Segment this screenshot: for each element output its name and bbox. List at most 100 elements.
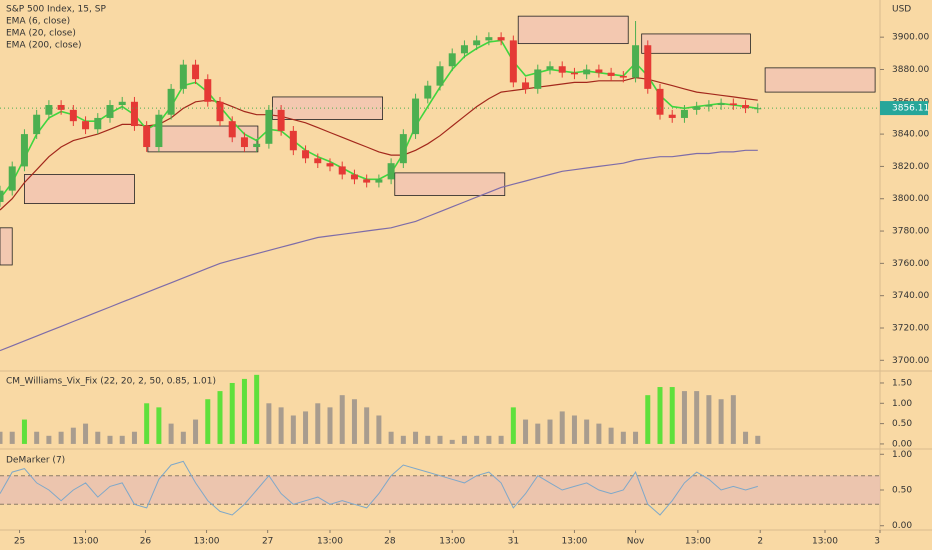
- y-tick-label: 1.50: [892, 378, 912, 388]
- vix-bar: [58, 431, 64, 444]
- ema-line: [0, 149, 758, 352]
- x-tick-label: 13:00: [561, 537, 587, 547]
- zone-box: [394, 172, 506, 196]
- candle-body: [412, 98, 420, 135]
- vix-bar: [156, 407, 162, 444]
- candle-body: [253, 143, 261, 148]
- last-price-tag: [880, 101, 928, 116]
- candle-body: [558, 66, 566, 73]
- vix-bar: [327, 407, 333, 444]
- candle-body: [644, 45, 652, 89]
- vix-bar: [83, 423, 89, 444]
- vix-bar: [523, 419, 529, 444]
- x-tick-label: 13:00: [317, 537, 343, 547]
- vix-bar: [119, 435, 125, 444]
- candle-body: [216, 101, 224, 122]
- vix-bar: [229, 382, 235, 444]
- candle-body: [375, 179, 383, 183]
- x-tick-label: 25: [14, 537, 25, 547]
- vix-bar: [217, 391, 223, 444]
- y-tick-label: 3840.00: [892, 130, 929, 140]
- y-tick-label: 3900.00: [892, 33, 929, 43]
- vix-bar: [131, 431, 137, 444]
- x-tick-label: 13:00: [812, 537, 838, 547]
- vix-bar: [376, 415, 382, 444]
- x-tick-label: 13:00: [73, 537, 99, 547]
- y-tick-label: 3740.00: [892, 291, 929, 301]
- vix-bar: [669, 387, 675, 444]
- y-tick-label: 3880.00: [892, 65, 929, 75]
- candle-body: [130, 101, 138, 127]
- candle-body: [0, 190, 4, 202]
- chart-title: S&P 500 Index, 15, SP: [6, 5, 106, 15]
- price-unit: USD: [892, 5, 911, 15]
- vix-bar: [46, 435, 52, 444]
- vix-bar: [437, 435, 443, 444]
- candle-body: [69, 109, 77, 122]
- candle-body: [45, 105, 53, 115]
- candle-body: [509, 40, 517, 83]
- indicator-title: CM_Williams_Vix_Fix (22, 20, 2, 50, 0.85…: [6, 377, 216, 387]
- y-tick-label: 3720.00: [892, 323, 929, 333]
- candle-body: [289, 130, 297, 151]
- vix-bar: [694, 391, 700, 444]
- candle-body: [522, 82, 530, 89]
- vix-bar: [681, 391, 687, 444]
- candle-body: [534, 69, 542, 89]
- candle-body: [448, 53, 456, 67]
- candle-body: [106, 105, 114, 118]
- vix-bar: [620, 431, 626, 444]
- vix-bar: [743, 431, 749, 444]
- candle-body: [8, 166, 16, 191]
- candle-body: [424, 85, 432, 99]
- vix-bar: [254, 374, 260, 444]
- zone-box: [24, 174, 135, 204]
- x-tick-label: 13:00: [194, 537, 220, 547]
- candle-body: [326, 163, 334, 167]
- vix-bar: [364, 407, 370, 444]
- candle-body: [314, 158, 322, 164]
- candle-body: [754, 108, 762, 110]
- candle-body: [399, 134, 407, 164]
- vix-bar: [486, 435, 492, 444]
- x-tick-label: 31: [508, 537, 519, 547]
- vix-bar: [730, 395, 736, 444]
- y-tick-label: 1.00: [892, 450, 912, 460]
- vix-bar: [559, 411, 565, 444]
- candle-body: [155, 114, 163, 148]
- y-tick-label: 3700.00: [892, 356, 929, 366]
- candle-body: [33, 114, 41, 135]
- vix-bar: [547, 419, 553, 444]
- candle-body: [632, 45, 640, 78]
- candle-body: [265, 109, 273, 144]
- y-tick-label: 3760.00: [892, 259, 929, 269]
- vix-bar: [303, 411, 309, 444]
- last-price-label: 3856.11: [892, 104, 929, 114]
- vix-bar: [266, 403, 272, 444]
- vix-bar: [535, 423, 541, 444]
- vix-bar: [413, 431, 419, 444]
- candle-body: [57, 105, 65, 110]
- candle-body: [363, 179, 371, 183]
- candle-body: [179, 64, 187, 89]
- x-tick-label: 2: [757, 537, 763, 547]
- candle-body: [497, 37, 505, 41]
- zone-box: [764, 67, 876, 93]
- candle-body: [546, 66, 554, 70]
- x-tick-label: 26: [140, 537, 152, 547]
- vix-bar: [718, 399, 724, 444]
- candle-body: [350, 174, 358, 180]
- candle-body: [583, 69, 591, 75]
- candle-body: [742, 105, 750, 109]
- ema-line: [0, 76, 758, 211]
- candle-body: [118, 101, 126, 106]
- candle-body: [668, 114, 676, 118]
- candle-body: [277, 109, 285, 131]
- candle-body: [656, 88, 664, 115]
- band-fill: [0, 475, 880, 505]
- candle-body: [619, 75, 627, 78]
- vix-bar: [571, 415, 577, 444]
- candle-body: [143, 126, 151, 148]
- x-tick-label: Nov: [627, 537, 645, 547]
